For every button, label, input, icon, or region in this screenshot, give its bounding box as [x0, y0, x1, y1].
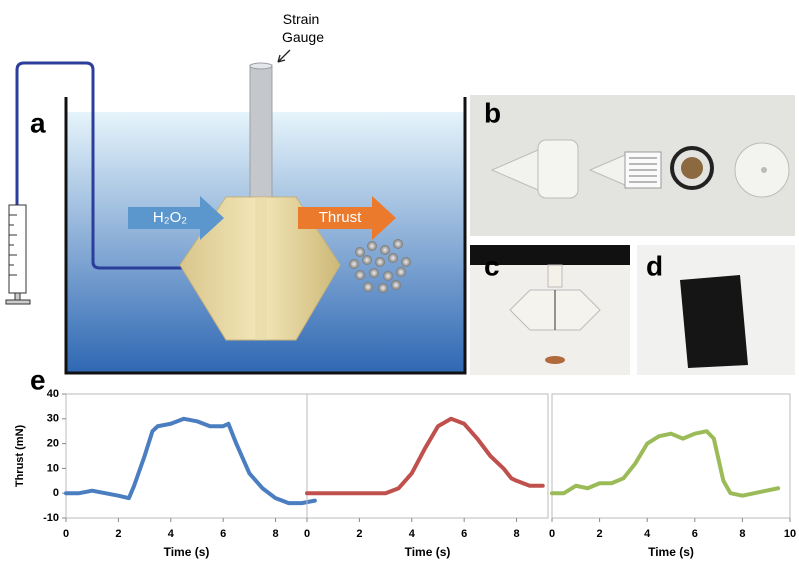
strain-gauge-rod — [250, 65, 272, 205]
x-tick-label: 6 — [692, 528, 698, 540]
y-tick-label: 30 — [47, 413, 59, 425]
panel-label: a — [30, 107, 46, 138]
x-tick-label: 4 — [644, 528, 651, 540]
x-tick-label: 6 — [220, 528, 226, 540]
x-tick-label: 8 — [273, 528, 279, 540]
y-tick-label: 40 — [47, 388, 59, 400]
x-tick-label: 0 — [63, 528, 69, 540]
x-tick-label: 2 — [115, 528, 121, 540]
data-line — [66, 419, 315, 503]
strain-gauge-label: Strain Gauge — [282, 11, 324, 45]
data-line — [307, 419, 543, 493]
data-line — [552, 431, 778, 495]
x-tick-label: 8 — [739, 528, 745, 540]
x-tick-label: 8 — [514, 528, 520, 540]
y-tick-label: -10 — [43, 512, 59, 524]
y-axis-label: Thrust (mN) — [14, 425, 26, 488]
panel-label: c — [484, 250, 500, 281]
y-tick-label: 10 — [47, 462, 59, 474]
panel-label: b — [484, 97, 501, 128]
panel-label: d — [646, 250, 663, 281]
x-tick-label: 4 — [409, 528, 416, 540]
diagram: H₂O₂ Thrust Strain Gauge — [6, 11, 465, 373]
x-axis-label: Time (s) — [164, 545, 210, 559]
x-tick-label: 2 — [356, 528, 362, 540]
syringe — [6, 205, 30, 304]
x-tick-label: 4 — [168, 528, 175, 540]
y-tick-label: 0 — [53, 487, 59, 499]
plot-frame — [307, 394, 548, 518]
label-line: Strain — [283, 11, 320, 27]
figure: H₂O₂ Thrust Strain Gauge — [0, 0, 799, 564]
photo-b — [470, 95, 795, 236]
x-tick-label: 2 — [597, 528, 603, 540]
x-axis-label: Time (s) — [648, 545, 694, 559]
x-axis-label: Time (s) — [405, 545, 451, 559]
x-tick-label: 6 — [461, 528, 467, 540]
thrust-label: Thrust — [319, 209, 362, 226]
inlet-label: H₂O₂ — [153, 209, 187, 226]
panel-label: e — [30, 364, 46, 395]
y-tick-label: 20 — [47, 438, 59, 450]
label-line: Gauge — [282, 29, 324, 45]
x-tick-label: 10 — [784, 528, 796, 540]
x-tick-label: 0 — [304, 528, 310, 540]
x-tick-label: 0 — [549, 528, 555, 540]
plot-frame — [66, 394, 307, 518]
plot-frame — [552, 394, 790, 518]
